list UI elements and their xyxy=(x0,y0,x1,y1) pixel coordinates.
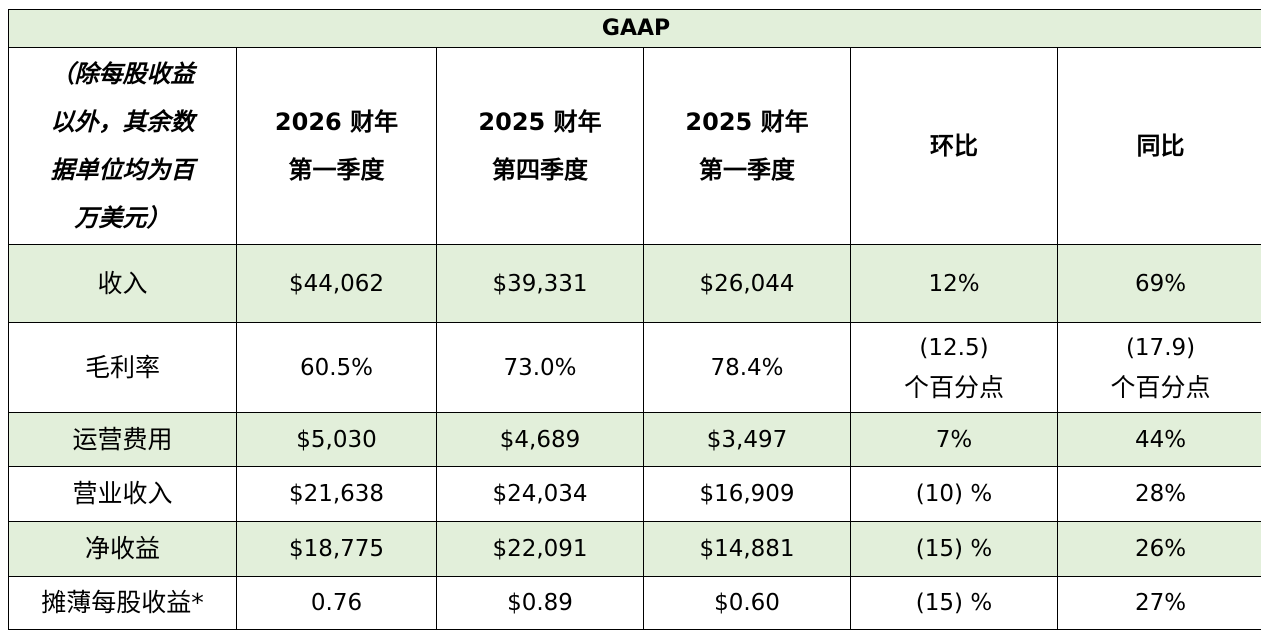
column-header-line: 第四季度 xyxy=(492,156,588,184)
gaap-financial-table: GAAP （除每股收益 以外，其余数 据单位均为百 万美元） 2026 财年 第… xyxy=(7,9,1261,630)
table-cell: 26% xyxy=(1056,521,1261,577)
row-label: 收入 xyxy=(8,244,237,323)
table-cell: $0.60 xyxy=(643,576,851,630)
column-header-line: 2025 财年 xyxy=(685,108,809,136)
row-label: 运营费用 xyxy=(8,412,237,467)
table-cell: 44% xyxy=(1056,412,1261,467)
table-row-operating-expenses: 运营费用 $5,030 $4,689 $3,497 7% 44% xyxy=(8,412,1261,467)
table-cell: $44,062 xyxy=(236,244,437,323)
table-cell: $22,091 xyxy=(436,521,644,577)
row-label: 营业收入 xyxy=(8,466,237,522)
table-cell: $24,034 xyxy=(436,466,644,522)
table-row-operating-income: 营业收入 $21,638 $24,034 $16,909 (10) % 28% xyxy=(8,466,1261,522)
table-cell-qoq: (12.5) 个百分点 xyxy=(850,322,1058,413)
column-header-line: 2025 财年 xyxy=(478,108,602,136)
row-label: 摊薄每股收益* xyxy=(8,576,237,630)
table-cell-yoy: (17.9) 个百分点 xyxy=(1056,322,1261,413)
unit-note-line: 万美元） xyxy=(74,204,171,232)
column-header-yoy: 同比 xyxy=(1056,47,1261,245)
table-row-net-income: 净收益 $18,775 $22,091 $14,881 (15) % 26% xyxy=(8,521,1261,577)
table-cell: $26,044 xyxy=(643,244,851,323)
table-cell: 27% xyxy=(1056,576,1261,630)
cell-unit: 个百分点 xyxy=(1110,372,1211,402)
table-cell: 69% xyxy=(1056,244,1261,323)
table-cell: $16,909 xyxy=(643,466,851,522)
table-cell: $21,638 xyxy=(236,466,437,522)
table-cell: $14,881 xyxy=(643,521,851,577)
row-label: 毛利率 xyxy=(8,322,237,413)
table-cell: 7% xyxy=(850,412,1058,467)
row-label: 净收益 xyxy=(8,521,237,577)
table-cell: 73.0% xyxy=(436,322,644,413)
header-row: （除每股收益 以外，其余数 据单位均为百 万美元） 2026 财年 第一季度 2… xyxy=(8,47,1261,245)
column-header-line: 第一季度 xyxy=(699,156,795,184)
unit-note-line: 以外，其余数 xyxy=(50,108,195,136)
table-cell: $39,331 xyxy=(436,244,644,323)
table-row-revenue: 收入 $44,062 $39,331 $26,044 12% 69% xyxy=(8,244,1261,323)
column-header-fy2025-q1: 2025 财年 第一季度 xyxy=(643,47,851,245)
table-cell: 0.76 xyxy=(236,576,437,630)
column-header-qoq: 环比 xyxy=(850,47,1058,245)
table-cell: 28% xyxy=(1056,466,1261,522)
table-cell: 78.4% xyxy=(643,322,851,413)
column-header-fy2026-q1: 2026 财年 第一季度 xyxy=(236,47,437,245)
unit-note-line: （除每股收益 xyxy=(50,60,195,88)
table-cell: $4,689 xyxy=(436,412,644,467)
column-header-fy2025-q4: 2025 财年 第四季度 xyxy=(436,47,644,245)
table-row-gross-margin: 毛利率 60.5% 73.0% 78.4% (12.5) 个百分点 (17.9)… xyxy=(8,322,1261,413)
unit-note-line: 据单位均为百 xyxy=(50,156,195,184)
cell-value: (12.5) xyxy=(919,334,989,361)
table-cell: (15) % xyxy=(850,521,1058,577)
cell-value: (17.9) xyxy=(1125,334,1196,361)
table-cell: $18,775 xyxy=(236,521,437,577)
table-cell: (10) % xyxy=(850,466,1058,522)
table-cell: 60.5% xyxy=(236,322,437,413)
table-cell: 12% xyxy=(850,244,1058,323)
table-title: GAAP xyxy=(7,9,1261,48)
column-header-line: 第一季度 xyxy=(288,156,385,184)
table-cell: $5,030 xyxy=(236,412,437,467)
cell-unit: 个百分点 xyxy=(903,372,1004,402)
table-cell: $3,497 xyxy=(643,412,851,467)
column-header-line: 2026 财年 xyxy=(274,108,399,136)
table-row-diluted-eps: 摊薄每股收益* 0.76 $0.89 $0.60 (15) % 27% xyxy=(8,576,1261,630)
table-cell: (15) % xyxy=(850,576,1058,630)
table-cell: $0.89 xyxy=(436,576,644,630)
unit-note-header: （除每股收益 以外，其余数 据单位均为百 万美元） xyxy=(8,47,237,245)
